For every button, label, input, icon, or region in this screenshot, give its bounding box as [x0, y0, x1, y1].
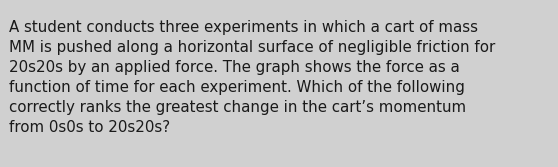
- Text: A student conducts three experiments in which a cart of mass
MM is pushed along : A student conducts three experiments in …: [9, 20, 495, 135]
